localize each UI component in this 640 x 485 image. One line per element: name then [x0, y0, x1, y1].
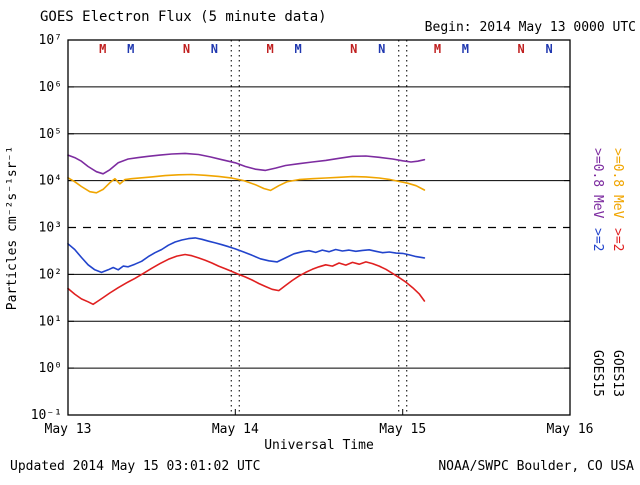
local-midnight-marker: M [99, 42, 106, 56]
legend-goes15-2mev-label: >=2 [590, 228, 605, 251]
plot-frame [67, 39, 571, 416]
local-noon-marker: N [350, 42, 357, 56]
y-axis-label: Particles cm⁻²s⁻¹sr⁻¹ [5, 146, 20, 310]
y-tick-label: 10³ [39, 221, 62, 236]
x-tick-label: May 14 [212, 422, 259, 437]
gridlines [67, 39, 571, 416]
x-axis-tick-labels: May 13 May 14 May 15 May 16 [45, 422, 594, 437]
legend-goes13-satellite-label: GOES13 [610, 350, 625, 397]
y-tick-label: 10¹ [39, 314, 62, 329]
x-tick-label: May 16 [547, 422, 594, 437]
legend-goes13-0p8mev-label: >=0.8 MeV [610, 148, 625, 219]
y-tick-label: 10⁻¹ [31, 408, 62, 423]
x-tick-label: May 13 [45, 422, 92, 437]
local-midnight-marker: M [127, 42, 134, 56]
goes13-ge0p8mev-curve [67, 173, 426, 194]
y-tick-label: 10⁶ [39, 80, 62, 95]
chart-title: GOES Electron Flux (5 minute data) [40, 9, 327, 25]
begin-time-label: Begin: 2014 May 13 0000 UTC [425, 20, 636, 35]
local-noon-marker: N [517, 42, 524, 56]
goes13-ge2mev-curve [67, 253, 426, 306]
local-noon-marker: N [545, 42, 552, 56]
y-axis-tick-labels: 10⁷ 10⁶ 10⁵ 10⁴ 10³ 10² 10¹ 10⁰ 10⁻¹ [31, 33, 62, 423]
y-tick-label: 10² [39, 267, 62, 282]
local-midnight-marker: M [434, 42, 441, 56]
y-tick-label: 10⁷ [39, 33, 62, 48]
local-midnight-marker: M [266, 42, 273, 56]
x-tick-label: May 15 [379, 422, 426, 437]
legend-goes15-satellite-label: GOES15 [590, 350, 605, 397]
goes15-ge0p8mev-curve [67, 152, 426, 175]
local-noon-marker: N [378, 42, 385, 56]
x-axis-label: Universal Time [264, 438, 374, 453]
source-attribution: NOAA/SWPC Boulder, CO USA [438, 459, 634, 474]
local-midnight-marker: M [462, 42, 469, 56]
y-tick-label: 10⁴ [39, 174, 62, 189]
y-tick-label: 10⁰ [39, 361, 62, 376]
legend-goes13-2mev-label: >=2 [610, 228, 625, 251]
local-noon-marker: N [211, 42, 218, 56]
updated-timestamp: Updated 2014 May 15 03:01:02 UTC [10, 459, 260, 474]
local-midnight-marker: M [294, 42, 301, 56]
flux-curves [67, 152, 426, 306]
y-tick-label: 10⁵ [39, 127, 62, 142]
goes15-ge2mev-curve [67, 237, 426, 274]
local-noon-marker: N [183, 42, 190, 56]
legend-goes15-0p8mev-label: >=0.8 MeV [590, 148, 605, 219]
